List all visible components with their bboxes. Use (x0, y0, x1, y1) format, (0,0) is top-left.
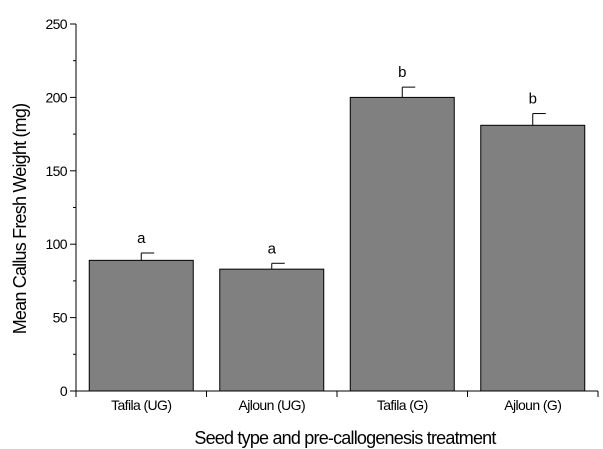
bar (88, 259, 194, 392)
y-axis-title: Mean Callus Fresh Weight (mg) (10, 104, 30, 335)
bar (219, 268, 325, 392)
x-tick-label: Tafila (UG) (111, 397, 171, 413)
y-tick-label: 250 (45, 16, 67, 32)
significance-labels: a a b b (137, 64, 537, 257)
bar (349, 96, 455, 392)
bars (88, 86, 586, 392)
x-tick-label: Ajloun (UG) (238, 397, 305, 413)
significance-label: a (268, 240, 277, 257)
y-tick-label: 100 (45, 236, 67, 252)
y-tick-label: 150 (45, 163, 67, 179)
y-axis: 0 50 100 150 200 250 (45, 16, 77, 399)
x-tick-label: Tafila (G) (377, 397, 428, 413)
x-axis: Tafila (UG) Ajloun (UG) Tafila (G) Ajloun (… (70, 390, 599, 413)
significance-label: a (137, 230, 146, 247)
significance-label: b (398, 64, 406, 81)
x-axis-title: Seed type and pre-callogenesis treatment (194, 428, 496, 448)
y-tick-label: 200 (45, 89, 67, 105)
y-tick-label: 0 (60, 383, 68, 399)
x-tick-label: Ajloun (G) (504, 397, 561, 413)
y-tick-label: 50 (53, 310, 68, 326)
significance-label: b (529, 91, 537, 108)
bar (480, 124, 586, 392)
